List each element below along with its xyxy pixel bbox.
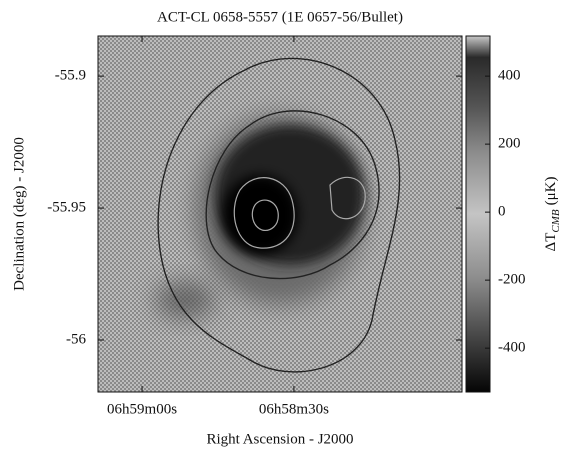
colorbar-tick-label: -200 (498, 272, 526, 288)
colorbar-tick-label: -400 (498, 340, 526, 356)
colorbar-label: ΔTCMB (μK) (543, 177, 561, 252)
x-tick-label: 06h59m00s (107, 401, 177, 417)
plot-frame (97, 35, 463, 393)
colorbar-label-main: ΔT (543, 233, 559, 252)
y-tick-label: -55.9 (55, 68, 86, 84)
colorbar-tick-label: 0 (498, 204, 506, 220)
y-tick-label: -55.95 (47, 199, 86, 215)
y-axis-label: Declination (deg) - J2000 (11, 137, 27, 291)
colorbar-tick-label: 200 (498, 136, 521, 152)
chart-title: ACT-CL 0658-5557 (1E 0657-56/Bullet) (157, 9, 403, 25)
colorbar-label-sub: CMB (550, 209, 562, 233)
map (98, 36, 462, 392)
y-tick-label: -56 (66, 331, 86, 347)
colorbar-tick-label: 400 (498, 68, 521, 84)
colorbar-label-unit: (μK) (543, 177, 559, 206)
colorbar (465, 35, 491, 393)
x-axis-label: Right Ascension - J2000 (206, 431, 353, 447)
x-tick-label: 06h58m30s (259, 401, 329, 417)
